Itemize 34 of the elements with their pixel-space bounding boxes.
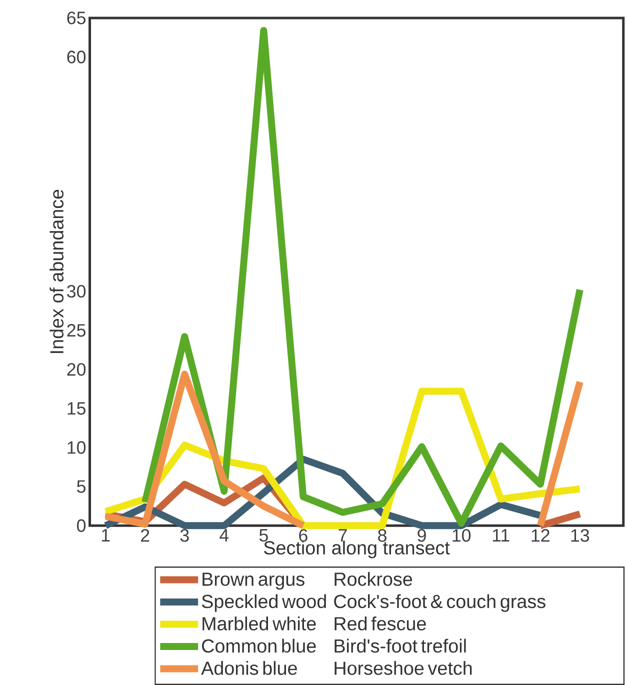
y-tick-label: 20: [67, 363, 86, 376]
x-tick-label: 8: [378, 529, 386, 542]
x-axis-title: Section along transect: [264, 540, 450, 558]
y-tick-label: 0: [76, 519, 86, 532]
y-tick-label: 5: [76, 480, 86, 493]
legend-label: Marbled white: [202, 616, 316, 630]
x-tick-label: 11: [492, 529, 510, 542]
legend-label: Brown argus: [202, 572, 304, 590]
x-tick-label: 7: [338, 529, 347, 542]
x-tick-label: 13: [571, 529, 589, 542]
x-tick-label: 9: [417, 529, 426, 542]
x-tick-label: 3: [180, 529, 189, 542]
x-tick-label: 5: [259, 529, 268, 542]
text: Horseshoe vetch: [334, 661, 472, 675]
x-tick-label: 4: [219, 529, 228, 542]
y-tick-label: 15: [68, 402, 86, 415]
text: Cock's-foot & couch grass: [334, 594, 546, 612]
x-tick-label: 12: [532, 529, 550, 542]
x-tick-label: 6: [298, 529, 308, 542]
y-tick-label: 25: [67, 324, 86, 337]
x-tick-label: 10: [452, 529, 470, 542]
y-axis-title: Index of abundance: [49, 190, 64, 353]
x-tick-label: 1: [102, 529, 110, 542]
x-tick-label: 2: [140, 529, 150, 542]
text: Red fescue: [334, 616, 426, 630]
legend-label: Speckled wood: [202, 594, 326, 612]
y-tick-label: 10: [68, 441, 86, 454]
text: Rockrose: [334, 572, 412, 586]
legend-label: Adonis blue: [200, 661, 297, 675]
y-tick-label: 60: [67, 50, 86, 64]
text: Bird's-foot trefoil: [334, 638, 466, 653]
legend-label: Common blue: [202, 638, 316, 653]
y-tick-label: 30: [66, 284, 86, 298]
y-tick-label: 65: [67, 12, 86, 24]
